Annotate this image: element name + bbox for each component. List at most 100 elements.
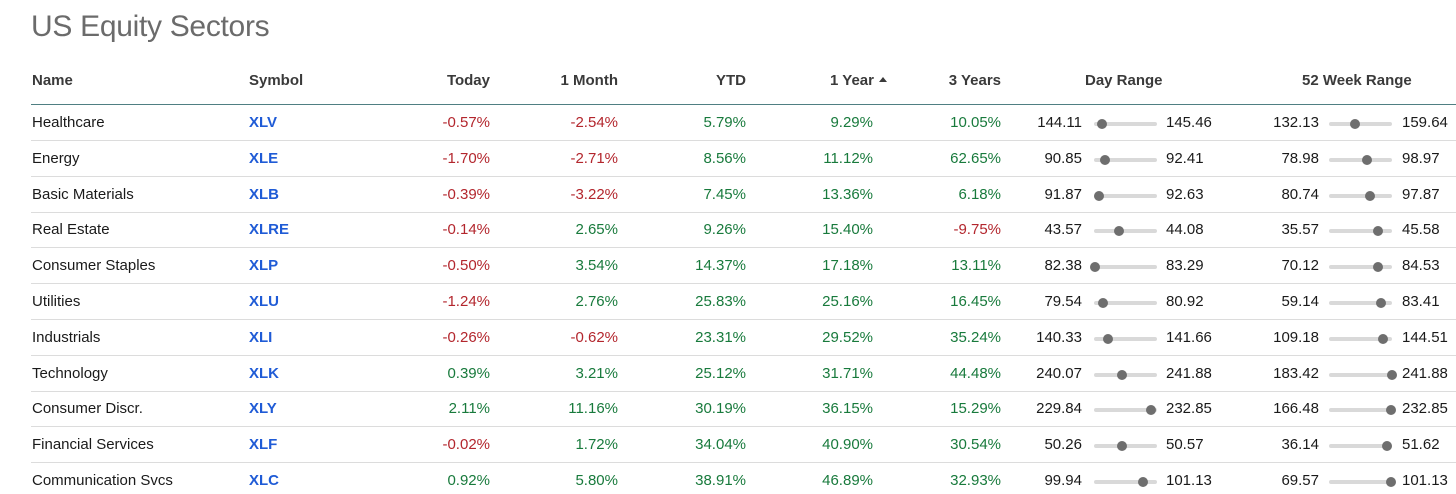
table-row[interactable]: Basic Materials XLB -0.39% -3.22% 7.45% 13.36… [0,177,1456,213]
week52-range-high: 51.62 [1402,436,1440,454]
day-range-bar [1094,226,1157,237]
day-range-low: 50.26 [1044,436,1082,454]
table-row[interactable]: Communication Svcs XLC 0.92% 5.80% 38.91% 46.… [0,463,1456,494]
week52-range-high: 98.97 [1402,149,1440,167]
column-header-1-year[interactable]: 1 Year [830,72,887,89]
sector-name: Technology [32,364,108,382]
table-row[interactable]: Consumer Staples XLP -0.50% 3.54% 14.37% 17.1… [0,248,1456,285]
week52-range-marker [1361,154,1372,165]
week52-range-high: 241.88 [1402,364,1448,382]
table-row[interactable]: Financial Services XLF -0.02% 1.72% 34.04% 40… [0,427,1456,464]
day-range-marker [1100,154,1111,165]
day-range-bar [1094,477,1157,487]
symbol-link[interactable]: XLE [249,149,279,167]
week52-range-bar [1329,226,1392,237]
week52-range-marker [1385,405,1396,416]
column-header-symbol[interactable]: Symbol [249,72,304,89]
symbol-link[interactable]: XLB [249,185,279,203]
today-change: 0.39% [447,364,490,382]
day-range-marker [1090,262,1101,273]
table-row[interactable]: Technology XLK 0.39% 3.21% 25.12% 31.71% 44.48… [0,356,1456,392]
symbol-link[interactable]: XLU [249,293,279,310]
table-row[interactable]: Utilities XLU -1.24% 2.76% 25.83% 25.16% 16.45… [0,284,1456,320]
one-year-change: 9.29% [830,114,873,131]
column-header-name[interactable]: Name [32,72,73,89]
column-header-day-range[interactable]: Day Range [1085,72,1163,89]
one-month-change: -0.62% [570,328,618,346]
one-year-change: 13.36% [822,185,873,203]
row-divider [31,247,1456,249]
day-range-high: 83.29 [1166,257,1204,275]
ytd-change: 34.04% [695,436,746,454]
column-header-ytd[interactable]: YTD [716,72,746,89]
page-title: US Equity Sectors [31,10,270,43]
table-row[interactable]: Consumer Discr. XLY 2.11% 11.16% 30.19% 36.15… [0,391,1456,428]
week52-range-low: 183.42 [1273,364,1319,382]
day-range-low: 90.85 [1044,149,1082,167]
day-range-low: 43.57 [1044,221,1082,239]
ytd-change: 5.79% [703,114,746,131]
three-year-change: 32.93% [950,472,1001,489]
one-month-change: 2.76% [575,293,618,310]
table-row[interactable]: Energy XLE -1.70% -2.71% 8.56% 11.12% 62.65% 90… [0,141,1456,177]
week52-range-marker [1377,333,1388,344]
day-range-high: 101.13 [1166,472,1212,489]
sector-name: Consumer Staples [32,257,156,275]
sector-name: Communication Svcs [32,472,173,489]
day-range-low: 79.54 [1044,293,1082,310]
table-row[interactable]: Real Estate XLRE -0.14% 2.65% 9.26% 15.40% -9.… [0,212,1456,249]
symbol-link[interactable]: XLY [249,400,277,418]
table-row[interactable]: Industrials XLI -0.26% -0.62% 23.31% 29.52% 35… [0,320,1456,356]
today-change: 0.92% [447,472,490,489]
one-month-change: 11.16% [568,400,618,418]
day-range-marker [1094,190,1105,201]
sector-name: Real Estate [32,221,110,239]
symbol-link[interactable]: XLC [249,472,279,489]
one-month-change: -3.22% [570,185,618,203]
week52-range-high: 232.85 [1402,400,1448,418]
day-range-high: 232.85 [1166,400,1212,418]
today-change: -1.70% [442,149,490,167]
day-range-low: 144.11 [1037,114,1082,131]
day-range-bar [1094,441,1157,452]
symbol-link[interactable]: XLK [249,364,279,382]
ytd-change: 25.12% [695,364,746,382]
row-divider [31,283,1456,285]
three-year-change: 44.48% [950,364,1001,382]
column-header-today[interactable]: Today [446,72,490,89]
day-range-marker [1114,226,1125,237]
ytd-change: 7.45% [703,185,746,203]
one-month-change: 2.65% [575,221,618,239]
ytd-change: 8.56% [703,149,746,167]
symbol-link[interactable]: XLV [249,114,278,131]
table-row[interactable]: Healthcare XLV -0.57% -2.54% 5.79% 9.29% 10.05… [0,105,1456,141]
day-range-marker [1102,333,1113,344]
ytd-change: 25.83% [695,293,746,310]
symbol-link[interactable]: XLI [249,328,273,346]
today-change: -0.50% [442,257,490,275]
three-year-change: -9.75% [953,221,1001,239]
day-range-high: 92.63 [1166,185,1204,203]
column-header-52-week-range[interactable]: 52 Week Range [1302,72,1412,89]
one-year-change: 15.40% [822,221,873,239]
symbol-link[interactable]: XLRE [249,221,290,239]
today-change: -0.14% [442,221,490,239]
sector-name: Financial Services [32,436,154,454]
sector-name: Basic Materials [32,185,134,203]
week52-range-low: 78.98 [1281,149,1319,167]
symbol-link[interactable]: XLF [249,436,278,454]
header-divider [31,104,1456,105]
one-year-change: 40.90% [822,436,873,454]
week52-range-bar [1329,441,1392,452]
week52-range-low: 36.14 [1281,436,1319,454]
today-change: -0.26% [442,328,490,346]
today-change: -0.57% [442,114,490,131]
day-range-bar [1094,190,1157,201]
week52-range-bar [1329,262,1392,273]
column-header-1-month[interactable]: 1 Month [560,72,619,89]
sector-name: Utilities [32,293,81,310]
symbol-link[interactable]: XLP [249,257,279,275]
day-range-marker [1145,405,1156,416]
column-header-3-years[interactable]: 3 Years [948,72,1001,89]
week52-range-low: 35.57 [1281,221,1319,239]
